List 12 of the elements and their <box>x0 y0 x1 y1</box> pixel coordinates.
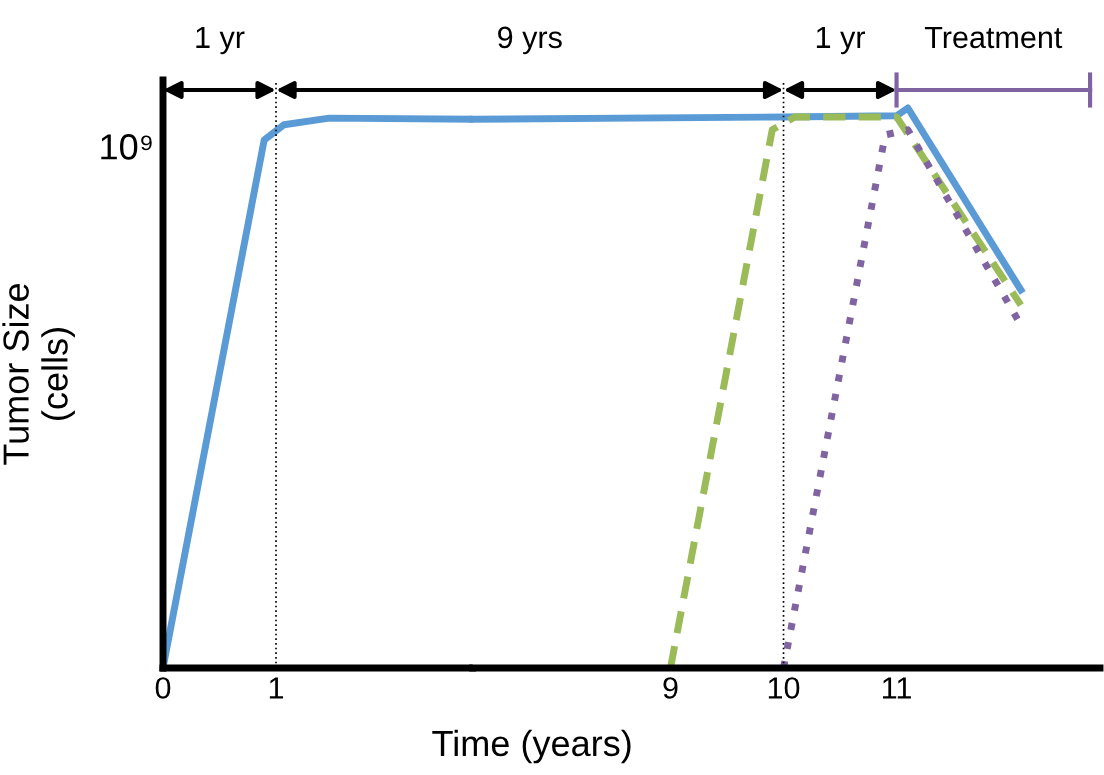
text: 9 yrs <box>498 26 562 55</box>
x-tick-label: 10 <box>768 677 800 699</box>
y-axis-title: Tumor Size (cells) <box>2 283 75 465</box>
text: 1 yr <box>816 26 865 55</box>
text: 1 yr <box>196 26 245 55</box>
text: Treatment <box>924 26 1063 49</box>
x-axis-title: Time (years) <box>432 729 631 764</box>
x-tick-label: 9 <box>663 677 678 699</box>
x-tick-label: 0 <box>155 677 171 699</box>
x-tick-label: 11 <box>883 677 911 699</box>
text: 10⁹ <box>101 134 152 160</box>
x-tick-label: 1 <box>269 677 284 699</box>
